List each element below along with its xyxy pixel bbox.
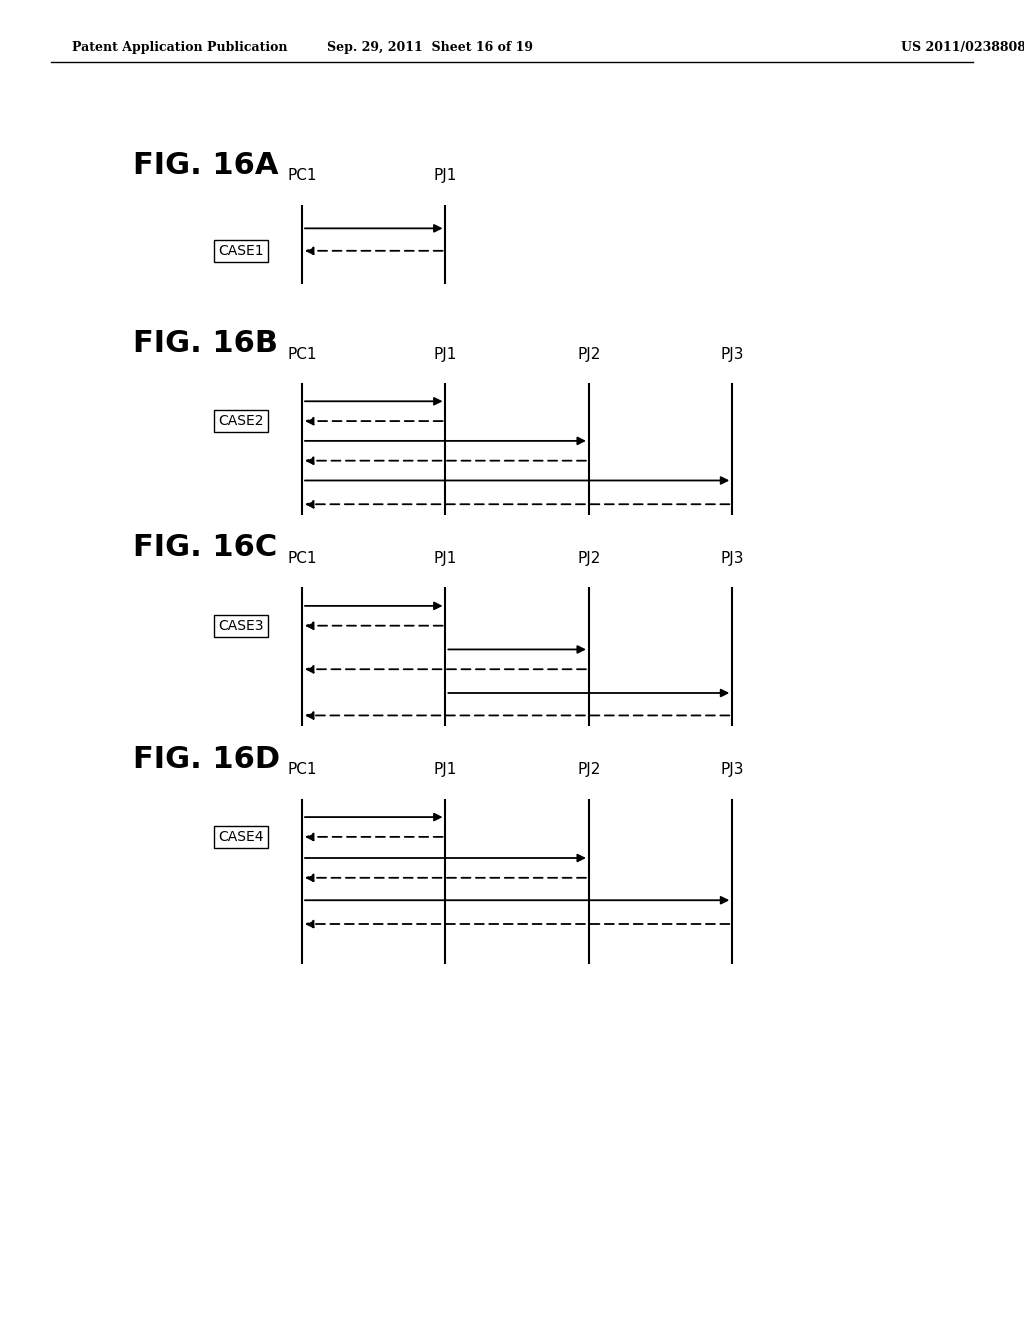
Text: PJ3: PJ3 (721, 763, 743, 777)
Text: PJ2: PJ2 (578, 552, 600, 566)
Text: PJ2: PJ2 (578, 347, 600, 362)
Text: PJ3: PJ3 (721, 347, 743, 362)
Text: Sep. 29, 2011  Sheet 16 of 19: Sep. 29, 2011 Sheet 16 of 19 (327, 41, 534, 54)
Text: PJ3: PJ3 (721, 552, 743, 566)
Text: CASE1: CASE1 (218, 244, 263, 257)
Text: PJ1: PJ1 (434, 552, 457, 566)
Text: PC1: PC1 (288, 347, 316, 362)
Text: FIG. 16B: FIG. 16B (133, 329, 279, 358)
Text: PJ1: PJ1 (434, 763, 457, 777)
Text: Patent Application Publication: Patent Application Publication (72, 41, 287, 54)
Text: PJ1: PJ1 (434, 169, 457, 183)
Text: PC1: PC1 (288, 763, 316, 777)
Text: FIG. 16A: FIG. 16A (133, 150, 279, 180)
Text: PC1: PC1 (288, 552, 316, 566)
Text: FIG. 16D: FIG. 16D (133, 744, 281, 774)
Text: PJ1: PJ1 (434, 347, 457, 362)
Text: FIG. 16C: FIG. 16C (133, 533, 278, 562)
Text: PC1: PC1 (288, 169, 316, 183)
Text: CASE4: CASE4 (218, 830, 263, 843)
Text: CASE3: CASE3 (218, 619, 263, 632)
Text: US 2011/0238808 A1: US 2011/0238808 A1 (901, 41, 1024, 54)
Text: CASE2: CASE2 (218, 414, 263, 428)
Text: PJ2: PJ2 (578, 763, 600, 777)
